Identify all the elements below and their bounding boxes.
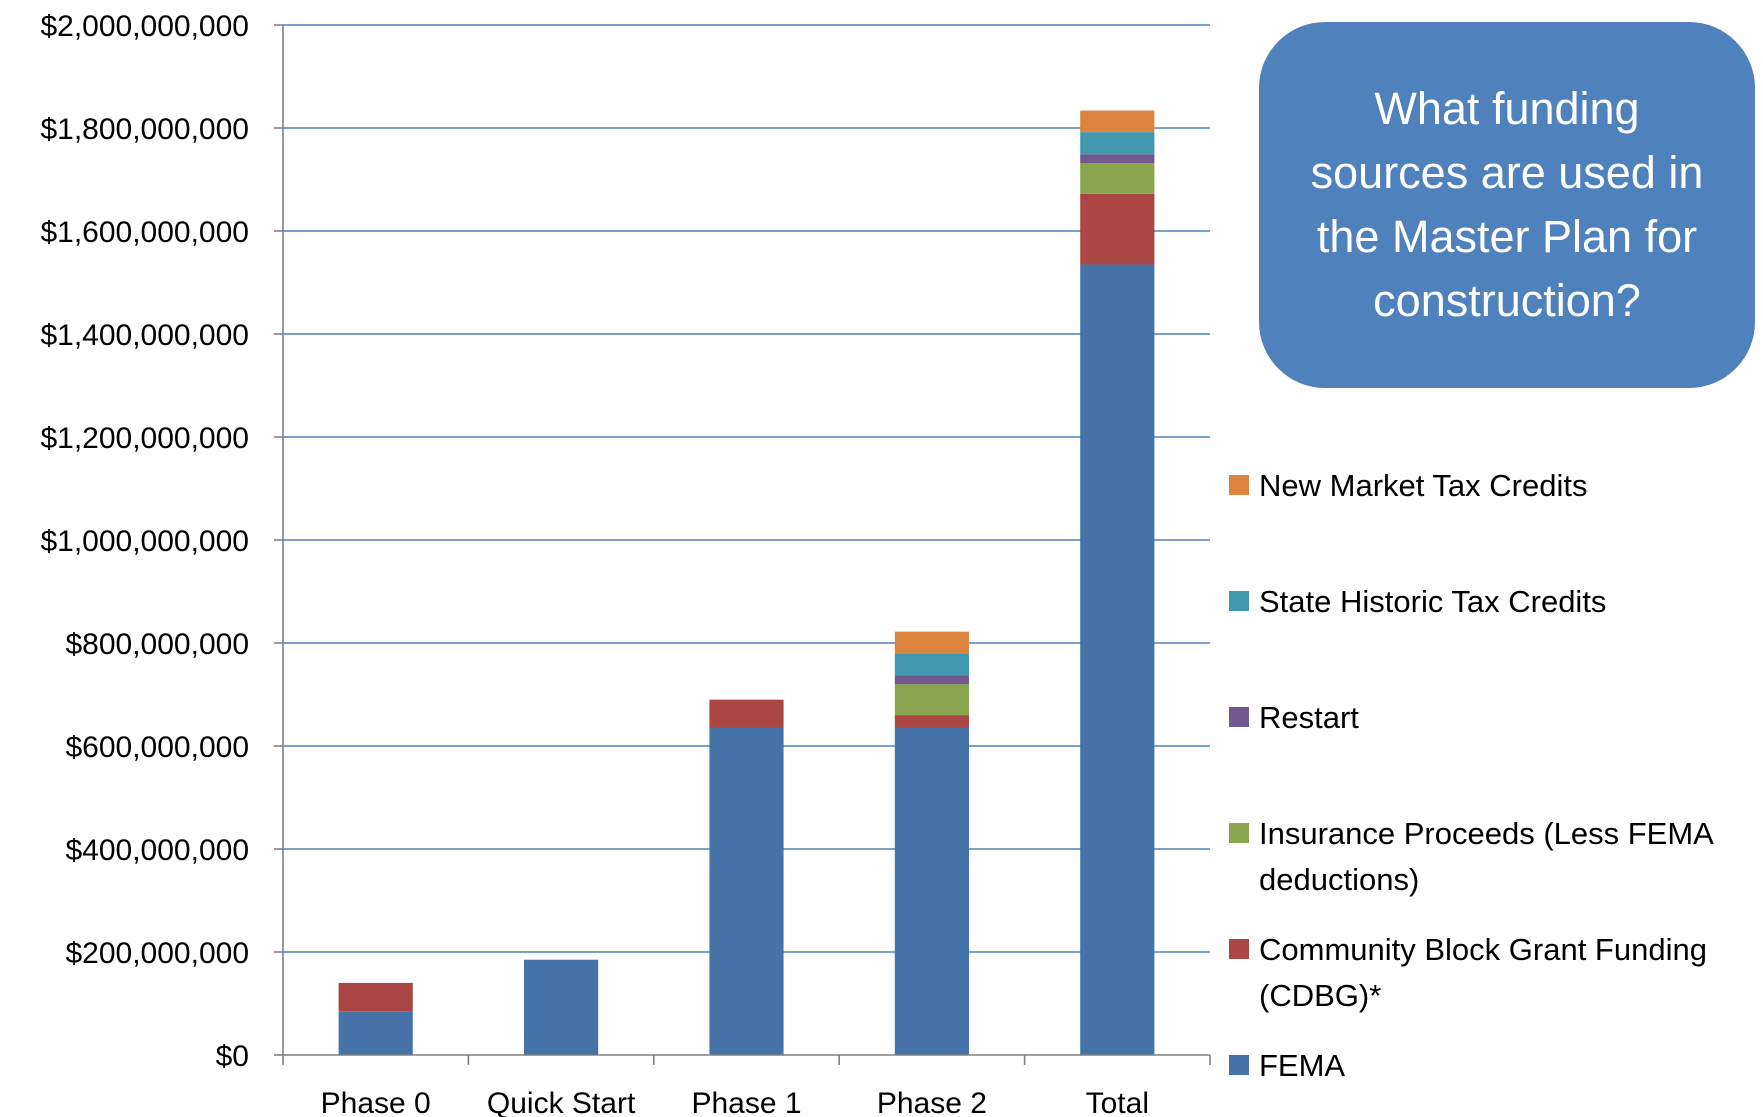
y-tick-label: $1,600,000,000 bbox=[40, 216, 249, 249]
bar-segment bbox=[709, 699, 784, 728]
question-callout: What funding sources are used in the Mas… bbox=[1259, 22, 1755, 388]
bar-segment bbox=[1080, 110, 1155, 133]
callout-text: What funding sources are used in the Mas… bbox=[1310, 83, 1704, 326]
legend-label: FEMA bbox=[1259, 1048, 1345, 1083]
x-tick-label: Phase 0 bbox=[321, 1087, 431, 1117]
legend-swatch bbox=[1229, 475, 1249, 495]
legend-swatch bbox=[1229, 823, 1249, 843]
legend: New Market Tax Credits State Historic Tax… bbox=[1229, 468, 1714, 1083]
bar-segment bbox=[709, 727, 784, 1055]
x-tick-labels: Phase 0 Quick Start Phase 1 Phase 2 Total bbox=[321, 1087, 1149, 1117]
bar-segment bbox=[894, 684, 969, 716]
bar-segment bbox=[894, 675, 969, 685]
y-tick-label: $1,400,000,000 bbox=[40, 319, 249, 352]
bar-segment bbox=[1080, 163, 1155, 194]
y-tick-label: $1,000,000,000 bbox=[40, 525, 249, 558]
y-tick-label: $400,000,000 bbox=[65, 834, 249, 867]
bar-segment bbox=[1080, 193, 1155, 265]
bar-segment bbox=[894, 727, 969, 1055]
gridlines bbox=[283, 24, 1210, 953]
legend-label: Insurance Proceeds (Less FEMA deductions) bbox=[1259, 816, 1714, 897]
bar-segment bbox=[1080, 132, 1155, 155]
legend-swatch bbox=[1229, 707, 1249, 727]
legend-label: State Historic Tax Credits bbox=[1259, 584, 1606, 619]
legend-label: Community Block Grant Funding (CDBG)* bbox=[1259, 932, 1707, 1013]
x-tick-label: Phase 2 bbox=[877, 1087, 987, 1117]
y-tick-label: $1,200,000,000 bbox=[40, 422, 249, 455]
bar-segment bbox=[894, 631, 969, 654]
bar-segment bbox=[894, 715, 969, 728]
y-tick-label: $0 bbox=[216, 1040, 249, 1073]
y-tick-label: $600,000,000 bbox=[65, 731, 249, 764]
bar-segment bbox=[894, 653, 969, 676]
x-tick-label: Phase 1 bbox=[691, 1087, 801, 1117]
legend-swatch bbox=[1229, 939, 1249, 959]
legend-swatch bbox=[1229, 591, 1249, 611]
bar-segment bbox=[1080, 154, 1155, 164]
y-tick-labels: $0 $200,000,000 $400,000,000 $600,000,000 $8… bbox=[40, 10, 249, 1073]
bar-segment bbox=[1080, 264, 1155, 1056]
bar-segment bbox=[338, 982, 413, 1012]
legend-label: New Market Tax Credits bbox=[1259, 468, 1587, 503]
y-tick-label: $2,000,000,000 bbox=[40, 10, 249, 43]
y-tick-label: $200,000,000 bbox=[65, 937, 249, 970]
x-tick-label: Quick Start bbox=[487, 1087, 636, 1117]
bars bbox=[338, 110, 1155, 1056]
legend-label: Restart bbox=[1259, 700, 1359, 735]
bar-segment bbox=[338, 1011, 413, 1055]
legend-swatch bbox=[1229, 1055, 1249, 1075]
y-tick-label: $1,800,000,000 bbox=[40, 113, 249, 146]
x-tick-label: Total bbox=[1086, 1087, 1149, 1117]
bar-segment bbox=[524, 959, 599, 1055]
axes bbox=[274, 24, 1211, 1065]
y-tick-label: $800,000,000 bbox=[65, 628, 249, 661]
